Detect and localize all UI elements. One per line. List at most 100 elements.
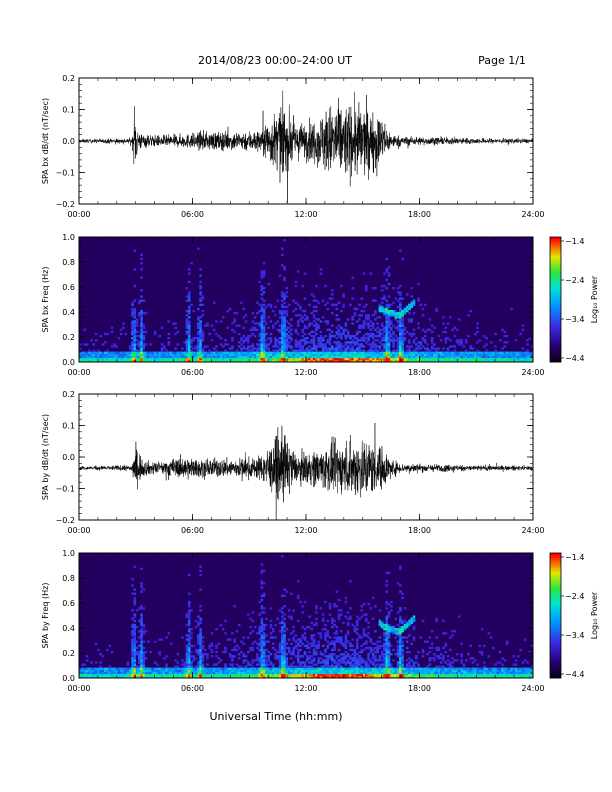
spectrogram-cell xyxy=(496,357,500,361)
spectrogram-cell xyxy=(237,675,241,679)
spectrogram-cell xyxy=(467,357,470,361)
spectrogram-cell xyxy=(301,339,305,342)
spectrogram-cell xyxy=(267,347,270,350)
spectrogram-cell xyxy=(337,598,341,602)
spectrogram-cell xyxy=(253,673,257,677)
spectrogram-cell xyxy=(281,349,284,352)
spectrogram-cell xyxy=(283,646,286,650)
spectrogram-cell xyxy=(299,663,302,666)
spectrogram-cell xyxy=(90,671,93,675)
spectrogram-cell xyxy=(267,355,270,359)
spectrogram-cell xyxy=(285,590,289,593)
spectrogram-cell xyxy=(256,671,259,675)
spectrogram-cell xyxy=(326,341,329,344)
spectrogram-cell xyxy=(362,339,366,342)
spectrogram-cell xyxy=(212,671,216,675)
spectrogram-cell xyxy=(387,571,391,575)
spectrogram-cell xyxy=(405,351,409,354)
spectrogram-cell xyxy=(299,655,302,658)
spectrogram-cell xyxy=(428,669,432,673)
spectrogram-cell xyxy=(369,349,373,352)
spectrogram-cell xyxy=(287,638,291,641)
spectrogram-cell xyxy=(335,636,339,639)
spectrogram-cell xyxy=(256,659,259,662)
spectrogram-cell xyxy=(321,619,325,623)
spectrogram-cell xyxy=(435,671,438,675)
spectrogram-cell xyxy=(419,357,423,361)
spectrogram-cell xyxy=(167,667,171,670)
spectrogram-cell xyxy=(324,634,327,637)
spectrogram-cell xyxy=(185,345,189,348)
spectrogram-cell xyxy=(244,353,248,357)
spectrogram-cell xyxy=(135,669,139,673)
spectrogram-cell xyxy=(262,337,266,340)
spectrogram-cell xyxy=(449,667,452,670)
spectrogram-cell xyxy=(483,334,486,338)
spectrogram-cell xyxy=(265,345,268,348)
spectrogram-cell xyxy=(355,642,359,645)
spectrogram-cell xyxy=(399,343,402,346)
spectrogram-cell xyxy=(383,661,386,664)
y-axis-label: SPA by dB/dt (nT/sec) xyxy=(41,414,50,500)
spectrogram-cell xyxy=(262,320,266,323)
spectrogram-cell xyxy=(97,648,100,652)
spectrogram-cell xyxy=(122,669,125,673)
spectrogram-cell xyxy=(192,659,196,662)
spectrogram-cell xyxy=(199,334,202,338)
spectrogram-cell xyxy=(162,669,166,673)
spectrogram-cell xyxy=(258,628,261,631)
spectrogram-cell xyxy=(444,644,448,648)
spectrogram-cell xyxy=(403,623,407,627)
spectrogram-cell xyxy=(410,357,413,361)
spectrogram-cell xyxy=(256,301,259,304)
spectrogram-cell xyxy=(299,343,302,346)
spectrogram-cell xyxy=(294,359,298,363)
spectrogram-cell xyxy=(374,665,377,668)
spectrogram-cell xyxy=(296,655,300,658)
spectrogram-cell xyxy=(233,640,236,643)
spectrogram-cell xyxy=(321,653,325,656)
spectrogram-cell xyxy=(242,339,246,342)
spectrogram-cell xyxy=(212,673,216,677)
spectrogram-cell xyxy=(294,353,298,357)
spectrogram-cell xyxy=(496,355,500,359)
spectrogram-cell xyxy=(362,671,366,675)
spectrogram-cell xyxy=(140,276,143,279)
spectrogram-cell xyxy=(351,353,354,357)
spectrogram-cell xyxy=(135,609,139,612)
spectrogram-cell xyxy=(340,640,343,643)
spectrogram-cell xyxy=(251,312,255,315)
spectrogram-cell xyxy=(362,603,366,606)
spectrogram-cell xyxy=(355,663,359,666)
spectrogram-cell xyxy=(328,341,332,344)
spectrogram-cell xyxy=(394,351,398,354)
spectrogram-cell xyxy=(296,332,300,336)
spectrogram-cell xyxy=(401,648,404,652)
spectrogram-cell xyxy=(498,357,502,361)
spectrogram-cell xyxy=(310,341,314,344)
spectrogram-cell xyxy=(399,328,402,332)
spectrogram-cell xyxy=(197,642,200,645)
spectrogram-cell xyxy=(312,295,316,298)
spectrogram-cell xyxy=(140,657,143,660)
spectrogram-cell xyxy=(389,334,393,338)
spectrogram-cell xyxy=(283,293,286,296)
spectrogram-cell xyxy=(328,607,332,610)
spectrogram-cell xyxy=(426,653,429,656)
spectrogram-cell xyxy=(430,330,434,334)
spectrogram-cell xyxy=(246,671,250,675)
spectrogram-cell xyxy=(387,353,391,357)
spectrogram-cell xyxy=(512,355,516,359)
spectrogram-cell xyxy=(374,630,377,633)
spectrogram-cell xyxy=(358,359,361,363)
spectrogram-cell xyxy=(303,351,307,354)
spectrogram-cell xyxy=(380,665,384,668)
spectrogram-cell xyxy=(265,665,268,668)
spectrogram-cell xyxy=(464,355,468,359)
spectrogram-cell xyxy=(385,337,389,340)
spectrogram-cell xyxy=(138,655,141,658)
spectrogram-cell xyxy=(101,673,105,677)
spectrogram-cell xyxy=(283,623,286,627)
spectrogram-cell xyxy=(383,307,386,311)
spectrogram-cell xyxy=(296,320,300,323)
